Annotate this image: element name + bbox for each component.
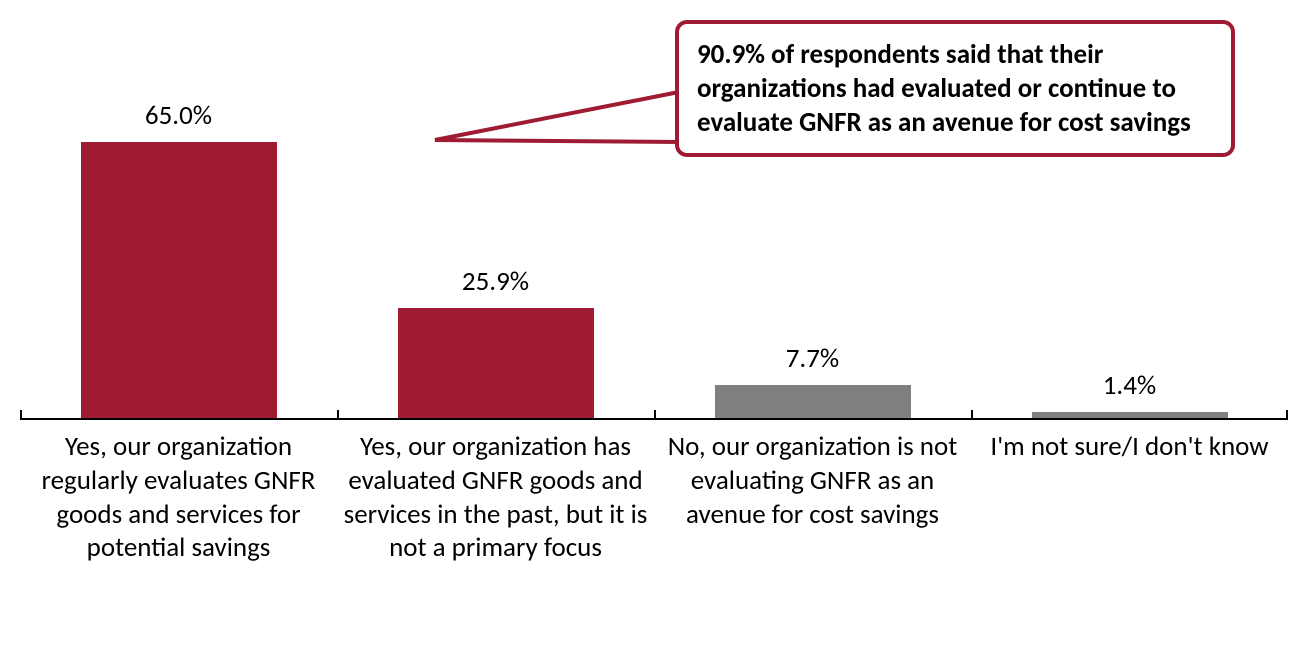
bar-value-0: 65.0% bbox=[145, 99, 212, 132]
bar-0 bbox=[81, 142, 277, 418]
bar-value-3: 1.4% bbox=[1103, 369, 1157, 402]
bar-group-1: 25.9% bbox=[337, 265, 654, 418]
axis-label-2: No, our organization is not evaluating G… bbox=[654, 430, 971, 662]
callout-box: 90.9% of respondents said that their org… bbox=[675, 20, 1235, 157]
bar-value-2: 7.7% bbox=[786, 342, 840, 375]
axis-label-0: Yes, our organization regularly evaluate… bbox=[20, 430, 337, 662]
bar-1 bbox=[398, 308, 594, 418]
bar-3 bbox=[1032, 412, 1228, 418]
bar-chart: 65.0% 25.9% 7.7% 1.4% Yes, our organizat… bbox=[20, 0, 1288, 662]
bar-group-2: 7.7% bbox=[654, 342, 971, 418]
callout-text: 90.9% of respondents said that their org… bbox=[697, 38, 1191, 139]
bar-value-1: 25.9% bbox=[462, 265, 529, 298]
bar-group-3: 1.4% bbox=[971, 369, 1288, 418]
axis-labels: Yes, our organization regularly evaluate… bbox=[20, 430, 1288, 662]
bar-2 bbox=[715, 385, 911, 418]
axis-label-1: Yes, our organization has evaluated GNFR… bbox=[337, 430, 654, 662]
bar-group-0: 65.0% bbox=[20, 99, 337, 418]
axis-label-3: I'm not sure/I don't know bbox=[971, 430, 1288, 662]
